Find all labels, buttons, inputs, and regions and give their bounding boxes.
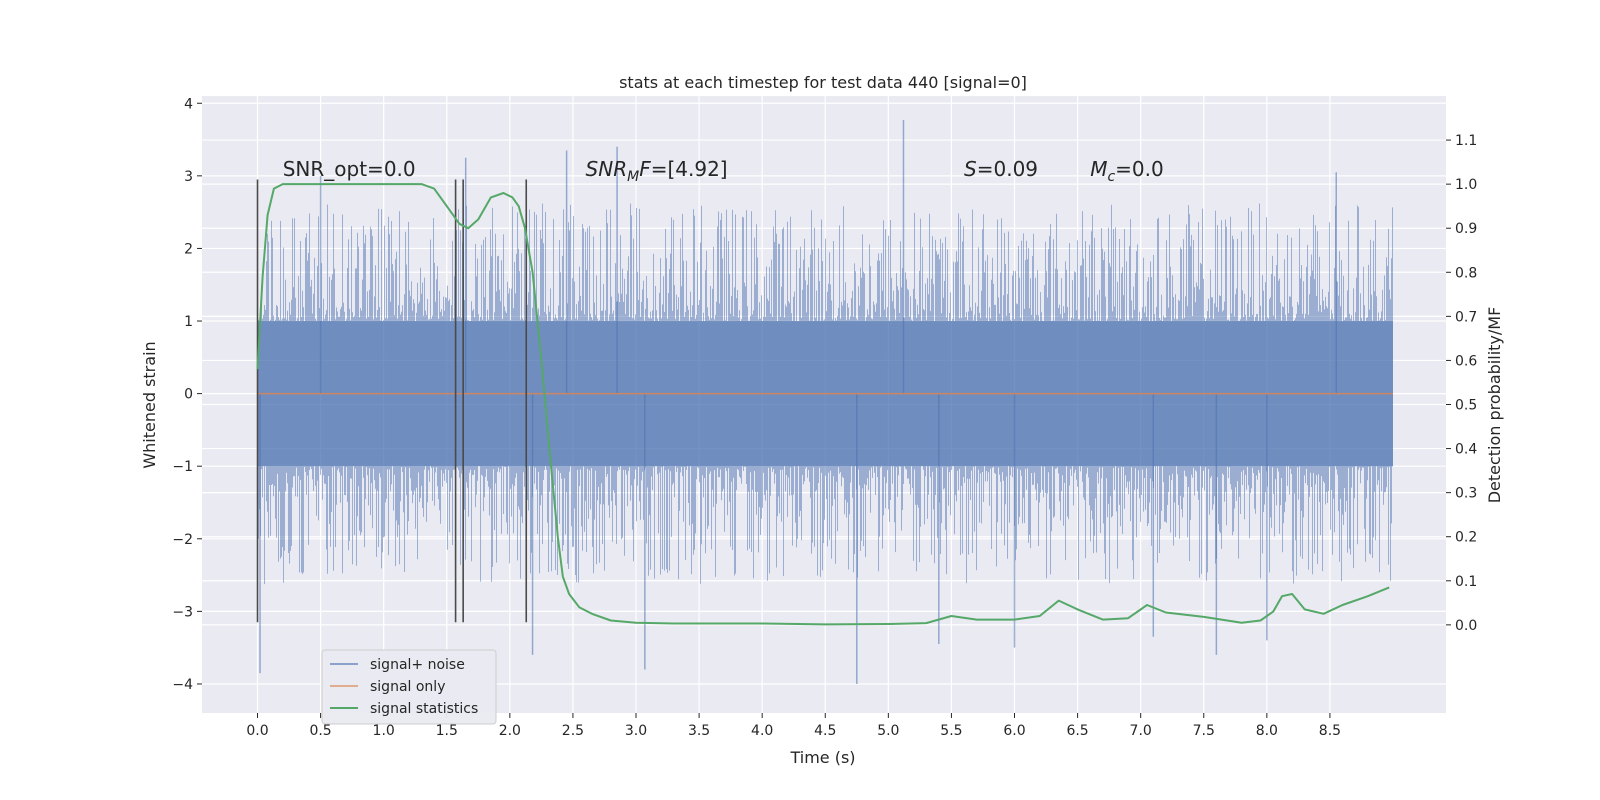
chart-title: stats at each timestep for test data 440… [619, 73, 1027, 92]
marker-vlines [256, 179, 528, 623]
x-tick-label: 4.5 [814, 723, 836, 739]
x-tick-label: 8.0 [1256, 723, 1278, 739]
y-ticks: −4 −3 −2 −1 0 1 2 3 4 [172, 96, 202, 693]
y2-tick-label: 0.1 [1455, 574, 1477, 590]
y2-tick-label: 0.7 [1455, 309, 1477, 325]
y2-tick-label: 0.0 [1455, 618, 1477, 634]
x-tick-label: 4.0 [751, 723, 773, 739]
legend-label-noise: signal+ noise [370, 657, 465, 673]
y2-tick-label: 0.4 [1455, 442, 1477, 458]
y-tick-label: −2 [172, 532, 193, 548]
legend-label-signal: signal only [370, 679, 445, 695]
x-tick-label: 0.0 [246, 723, 268, 739]
y2-axis-label: Detection probability/MF [1485, 307, 1504, 504]
y2-tick-label: 0.9 [1455, 221, 1477, 237]
y2-tick-label: 1.1 [1455, 133, 1477, 149]
annotation-snr-mf: SNRMF=[4.92] [586, 157, 728, 185]
annotation-snr-opt: SNR_opt=0.0 [283, 157, 416, 181]
y-tick-label: −1 [172, 459, 193, 475]
y2-tick-label: 0.2 [1455, 530, 1477, 546]
x-tick-label: 1.0 [373, 723, 395, 739]
y2-tick-label: 0.8 [1455, 265, 1477, 281]
x-axis-label: Time (s) [789, 748, 855, 767]
annotation-s: S=0.09 [964, 157, 1038, 181]
x-tick-label: 6.0 [1003, 723, 1025, 739]
x-tick-label: 0.5 [309, 723, 331, 739]
legend-box [321, 649, 497, 725]
y2-ticks: 0.0 0.1 0.2 0.3 0.4 0.5 0.6 0.7 0.8 0.9 1.0 1.1 [1446, 133, 1477, 634]
annotation-mc: Mc=0.0 [1090, 157, 1164, 185]
x-tick-label: 3.5 [688, 723, 710, 739]
y2-tick-label: 1.0 [1455, 177, 1477, 193]
signal-statistics-line [256, 183, 1390, 626]
x-ticks: 0.0 0.5 1.0 1.5 2.0 2.5 3.0 3.5 4.0 4.5 5.0 5.5 6.0 6… [246, 713, 1341, 739]
annotations: SNR_opt=0.0 SNRMF=[4.92] S=0.09 Mc=0.0 [283, 157, 1164, 185]
x-tick-label: 5.0 [877, 723, 899, 739]
signal-statistics-series [256, 183, 1390, 626]
x-tick-label: 7.5 [1193, 723, 1215, 739]
x-tick-label: 3.0 [625, 723, 647, 739]
y-tick-label: −4 [172, 677, 193, 693]
x-tick-label: 1.5 [436, 723, 458, 739]
y-tick-label: −3 [172, 604, 193, 620]
x-tick-label: 2.5 [562, 723, 584, 739]
y2-tick-label: 0.6 [1455, 353, 1477, 369]
x-tick-label: 5.5 [940, 723, 962, 739]
y-tick-label: 2 [184, 241, 193, 257]
y-axis-label: Whitened strain [140, 341, 159, 468]
legend-label-statistics: signal statistics [370, 701, 478, 717]
legend: signal+ noise signal only signal statist… [321, 649, 497, 725]
y-tick-label: 0 [184, 387, 193, 403]
x-tick-label: 8.5 [1319, 723, 1341, 739]
x-tick-label: 2.0 [499, 723, 521, 739]
x-tick-label: 6.5 [1066, 723, 1088, 739]
y-tick-label: 4 [184, 96, 193, 112]
y-tick-label: 1 [184, 314, 193, 330]
y-tick-label: 3 [184, 169, 193, 185]
x-tick-label: 7.0 [1130, 723, 1152, 739]
y2-tick-label: 0.5 [1455, 398, 1477, 414]
y2-tick-label: 0.3 [1455, 486, 1477, 502]
